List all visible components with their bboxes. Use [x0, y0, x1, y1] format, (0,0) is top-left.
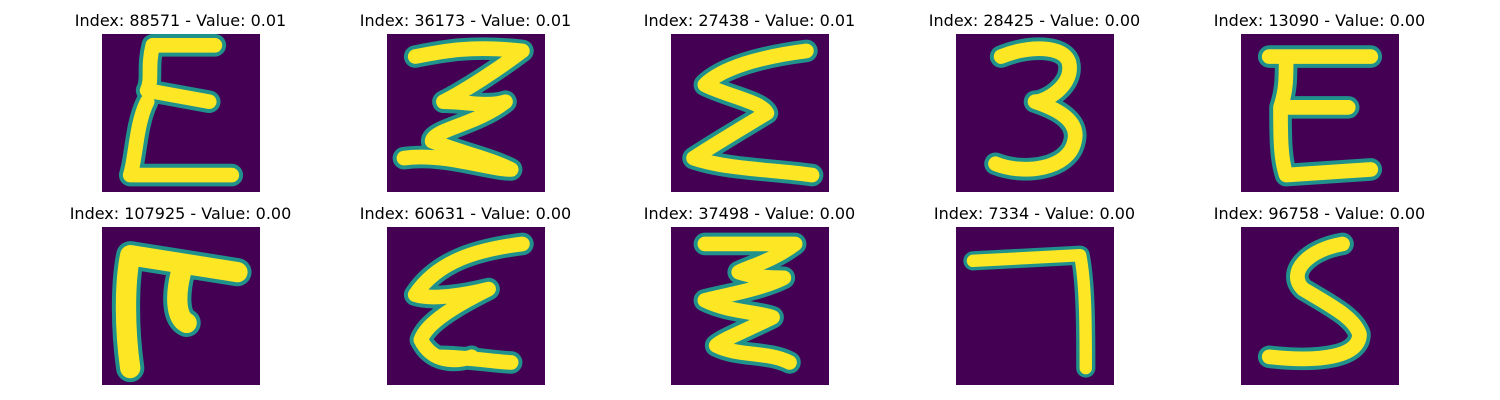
panel-title: Index: 107925 - Value: 0.00 — [69, 204, 292, 223]
panel-4: Index: 28425 - Value: 0.00 — [892, 0, 1177, 192]
panel-9: Index: 7334 - Value: 0.00 — [892, 193, 1177, 385]
panel-title: Index: 27438 - Value: 0.01 — [643, 11, 856, 30]
glyph-image — [1241, 34, 1399, 192]
glyph-image — [387, 227, 545, 385]
glyph-zigzag — [693, 232, 807, 374]
panel-title: Index: 96758 - Value: 0.00 — [1213, 204, 1426, 223]
panel-title: Index: 37498 - Value: 0.00 — [643, 204, 856, 223]
glyph-image — [387, 34, 545, 192]
glyph-3-like — [392, 37, 534, 181]
glyph-image — [671, 34, 829, 192]
panel-7: Index: 60631 - Value: 0.00 — [323, 193, 608, 385]
glyph-image — [956, 34, 1114, 192]
panel-1: Index: 88571 - Value: 0.01 — [38, 0, 323, 192]
glyph-3 — [984, 37, 1087, 181]
panel-title: Index: 88571 - Value: 0.01 — [74, 11, 287, 30]
panel-2: Index: 36173 - Value: 0.01 — [323, 0, 608, 192]
glyph-image — [1241, 227, 1399, 385]
glyph-e-like — [118, 34, 244, 187]
panel-title: Index: 60631 - Value: 0.00 — [359, 204, 572, 223]
glyph-image — [102, 227, 260, 385]
panel-6: Index: 107925 - Value: 0.00 — [38, 193, 323, 385]
glyph-e — [1257, 45, 1383, 187]
glyph-image — [671, 227, 829, 385]
glyph-sigma-like — [682, 39, 824, 187]
glyph-image — [102, 34, 260, 192]
glyph-5 — [1257, 232, 1371, 371]
glyph-epsilon-like — [403, 232, 534, 374]
glyph-f-like — [111, 241, 252, 383]
glyph-7 — [963, 245, 1096, 378]
panel-title: Index: 13090 - Value: 0.00 — [1213, 11, 1426, 30]
panel-8: Index: 37498 - Value: 0.00 — [607, 193, 892, 385]
panel-10: Index: 96758 - Value: 0.00 — [1177, 193, 1462, 385]
panel-3: Index: 27438 - Value: 0.01 — [607, 0, 892, 192]
glyph-image — [956, 227, 1114, 385]
panel-5: Index: 13090 - Value: 0.00 — [1177, 0, 1462, 192]
panel-title: Index: 7334 - Value: 0.00 — [933, 204, 1136, 223]
panel-title: Index: 36173 - Value: 0.01 — [359, 11, 572, 30]
panel-title: Index: 28425 - Value: 0.00 — [928, 11, 1141, 30]
